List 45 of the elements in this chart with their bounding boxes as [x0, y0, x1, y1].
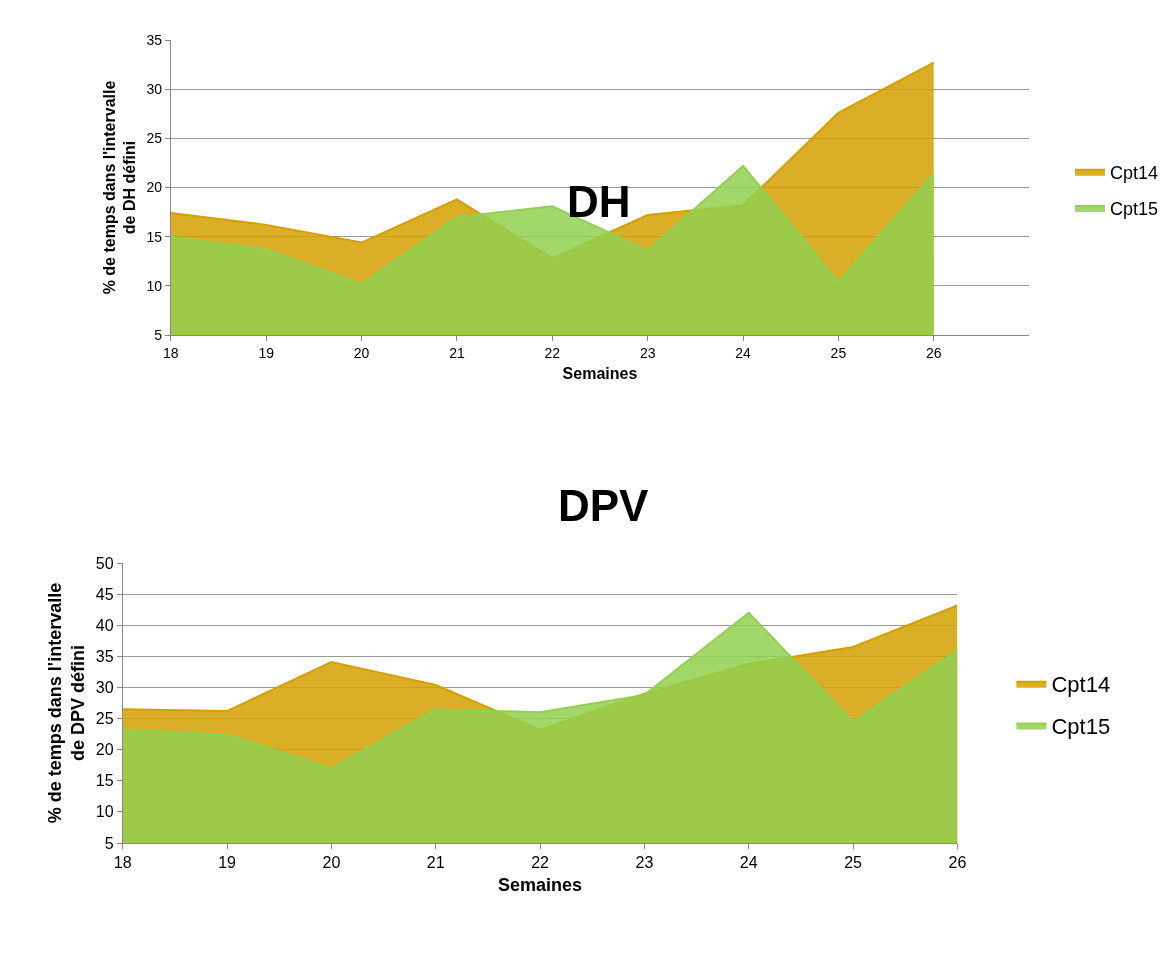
x-tick-label: 23: [639, 344, 656, 361]
x-tick-label: 20: [353, 344, 370, 361]
x-tick-label: 18: [163, 344, 179, 361]
y-tick-label: 5: [104, 834, 114, 852]
x-tick-label: 23: [635, 854, 654, 872]
y-tick-label: 30: [95, 679, 114, 697]
chart-title: DPV: [558, 481, 650, 530]
x-tick-label: 19: [218, 854, 237, 872]
x-tick-label: 21: [449, 344, 465, 361]
y-tick-label: 35: [95, 647, 114, 665]
y-tick-label: 20: [95, 741, 114, 759]
y-tick-label: 40: [95, 616, 114, 634]
legend-label: Cpt14: [1051, 672, 1111, 698]
y-tick-label: 50: [95, 554, 114, 572]
y-axis-title: % de temps dans l'intervalle de DPV défini: [44, 582, 88, 824]
x-tick-label: 19: [258, 344, 275, 361]
y-tick-label: 10: [146, 277, 163, 294]
y-tick-label: 15: [95, 772, 114, 790]
legend-label: Cpt15: [1110, 199, 1159, 220]
x-tick-label: 24: [739, 854, 758, 872]
y-tick-label: 15: [146, 228, 163, 245]
x-tick-label: 18: [113, 854, 132, 872]
y-tick-label: 30: [146, 81, 163, 98]
y-tick-label: 10: [95, 803, 114, 821]
x-tick-label: 25: [830, 344, 847, 361]
text: DH: [567, 177, 631, 226]
x-tick-label: 26: [948, 854, 967, 872]
x-tick-label: 26: [925, 344, 942, 361]
legend-label: Cpt15: [1051, 713, 1111, 739]
x-axis-title: Semaines: [562, 365, 638, 383]
y-tick-label: 25: [146, 130, 163, 147]
x-tick-label: 20: [322, 854, 341, 872]
y-tick-label: 35: [146, 31, 163, 48]
x-tick-label: 21: [426, 854, 445, 872]
x-tick-label: 25: [844, 854, 863, 872]
y-tick-label: 25: [95, 710, 114, 728]
y-axis-title: % de temps dans l'intervalle de DH défini: [100, 80, 139, 295]
x-tick-label: 24: [735, 344, 752, 361]
x-tick-label: 22: [531, 854, 550, 872]
legend-label: Cpt14: [1110, 162, 1159, 183]
y-tick-label: 5: [154, 326, 163, 343]
y-tick-label: 20: [146, 179, 163, 196]
x-axis-title: Semaines: [498, 875, 583, 896]
y-tick-label: 45: [95, 585, 114, 603]
x-tick-label: 22: [544, 344, 561, 361]
